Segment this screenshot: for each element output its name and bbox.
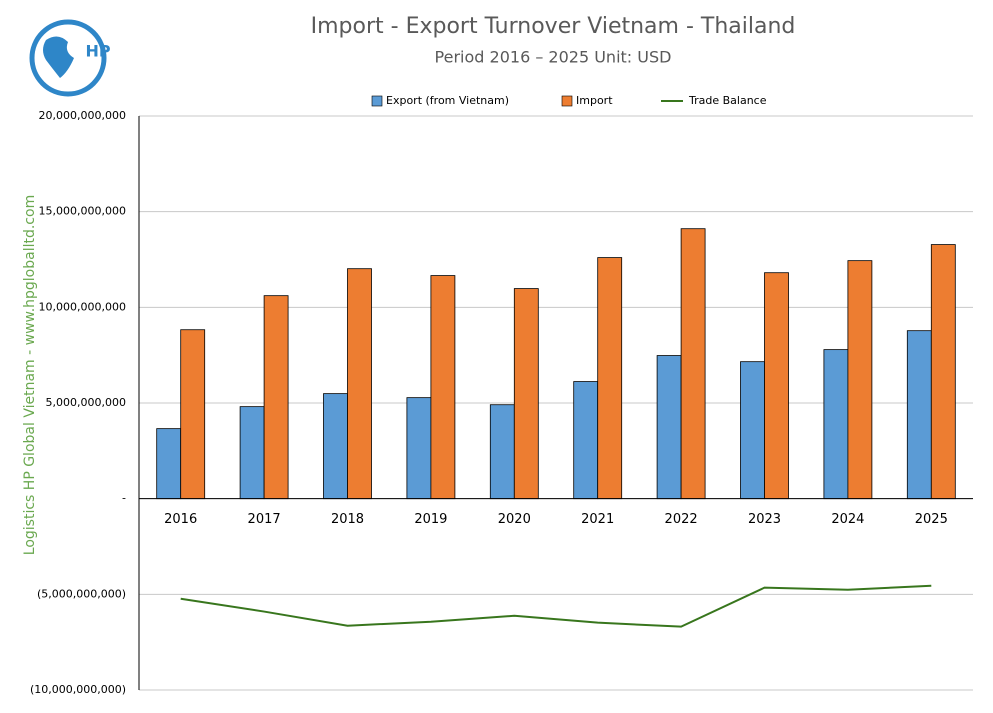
legend-label: Export (from Vietnam) <box>386 94 509 107</box>
legend-swatch <box>561 95 573 107</box>
logo-globe <box>29 19 107 97</box>
y-tick-label: (10,000,000,000) <box>30 683 126 696</box>
bar <box>430 275 456 500</box>
legend-swatch <box>371 95 383 107</box>
bar <box>347 268 372 500</box>
bar <box>680 228 706 500</box>
x-tick-label: 2022 <box>665 512 698 527</box>
logo-land <box>43 36 74 78</box>
bar <box>263 295 289 500</box>
x-tick-label: 2019 <box>414 512 447 527</box>
bar <box>156 428 182 500</box>
bar <box>847 260 873 500</box>
x-tick-label: 2025 <box>915 512 948 527</box>
chart-title: Import - Export Turnover Vietnam - Thail… <box>311 14 796 39</box>
bar <box>764 272 789 500</box>
y-tick-label: (5,000,000,000) <box>37 587 126 600</box>
bar <box>180 329 206 500</box>
bar <box>823 349 849 500</box>
bar <box>930 244 956 500</box>
bar <box>239 406 265 500</box>
bar <box>656 355 682 500</box>
logo: HP <box>29 19 111 97</box>
x-tick-label: 2024 <box>831 512 864 527</box>
chart-subtitle: Period 2016 – 2025 Unit: USD <box>435 48 672 67</box>
x-tick-label: 2021 <box>581 512 614 527</box>
trade-balance-line <box>180 584 932 628</box>
bar <box>489 404 515 500</box>
bar <box>323 393 348 500</box>
y-tick-label: - <box>122 492 126 505</box>
bar <box>573 381 599 500</box>
x-tick-label: 2016 <box>164 512 197 527</box>
x-tick-label: 2017 <box>248 512 281 527</box>
y-tick-label: 15,000,000,000 <box>39 205 126 218</box>
bar <box>740 361 765 500</box>
legend-label: Import <box>576 94 613 107</box>
y-tick-label: 10,000,000,000 <box>39 300 126 313</box>
x-tick-label: 2018 <box>331 512 364 527</box>
bar <box>906 330 932 500</box>
bar <box>513 288 539 500</box>
legend-label: Trade Balance <box>688 94 767 107</box>
x-tick-label: 2020 <box>498 512 531 527</box>
y-tick-label: 5,000,000,000 <box>46 396 126 409</box>
y-tick-label: 20,000,000,000 <box>39 109 126 122</box>
bar <box>597 257 623 500</box>
side-text: Logistics HP Global Vietnam - www.hpglob… <box>22 195 38 555</box>
bar <box>406 397 432 500</box>
x-tick-label: 2023 <box>748 512 781 527</box>
logo-text: HP <box>85 42 110 61</box>
